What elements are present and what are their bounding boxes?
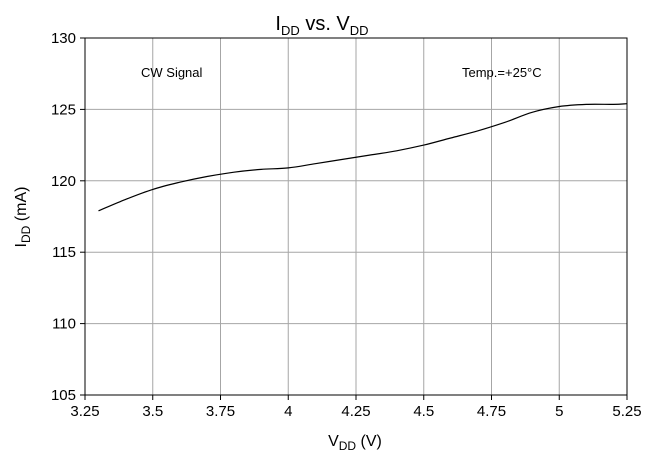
x-tick-label: 5.25 bbox=[612, 403, 641, 420]
y-tick-label: 115 bbox=[52, 244, 76, 261]
y-tick-label: 130 bbox=[51, 30, 76, 47]
x-tick-label: 4 bbox=[284, 403, 292, 420]
y-tick-label: 105 bbox=[51, 387, 76, 404]
x-tick-label: 4.75 bbox=[477, 403, 506, 420]
y-tick-label: 125 bbox=[51, 101, 76, 118]
y-tick-label: 110 bbox=[52, 316, 76, 333]
y-tick-label: 120 bbox=[51, 173, 76, 190]
x-axis: 3.25 3.5 3.75 4 4.25 4.5 4.75 5 5.25 bbox=[70, 395, 642, 420]
annotation-signal: CW Signal bbox=[141, 65, 203, 80]
chart-title: IDD vs. VDD bbox=[275, 13, 368, 38]
x-tick-label: 3.5 bbox=[142, 403, 163, 420]
series-line bbox=[98, 103, 628, 212]
x-tick-label: 3.75 bbox=[206, 403, 235, 420]
x-tick-label: 3.25 bbox=[70, 403, 99, 420]
grid bbox=[84, 37, 628, 396]
x-axis-label: VDD (V) bbox=[328, 433, 382, 453]
annotation-temperature: Temp.=+25°C bbox=[462, 65, 542, 80]
x-tick-label: 4.5 bbox=[413, 403, 434, 420]
y-axis-label: IDD (mA) bbox=[13, 187, 33, 248]
y-axis: 130 125 120 115 110 105 bbox=[51, 30, 85, 404]
x-tick-label: 5 bbox=[555, 403, 563, 420]
x-tick-label: 4.25 bbox=[341, 403, 370, 420]
